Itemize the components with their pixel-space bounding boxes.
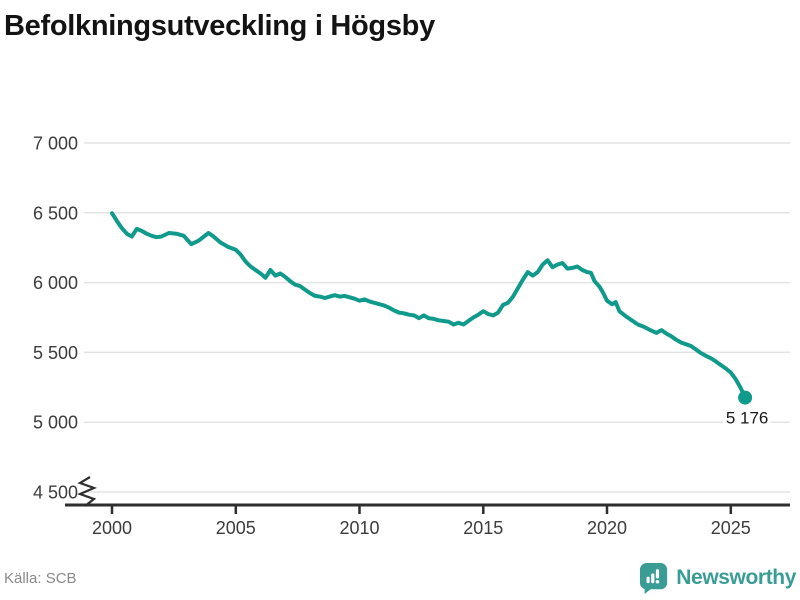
x-tick-label: 2005	[216, 518, 256, 538]
chart-title: Befolkningsutveckling i Högsby	[4, 10, 435, 42]
end-value-label: 5 176	[726, 409, 769, 428]
y-axis-break-icon	[76, 476, 98, 507]
population-line-chart: 7 000 6 500 6 000 5 500 5 000 4 500 2000 2005 20…	[33, 134, 790, 538]
x-tick-label: 2020	[587, 518, 627, 538]
newsworthy-bar-chart-icon	[640, 562, 668, 594]
y-tick-label: 6 000	[33, 273, 78, 293]
newsworthy-logo[interactable]: Newsworthy	[639, 562, 796, 595]
x-tick-label: 2015	[463, 518, 503, 538]
source-label: Källa: SCB	[4, 569, 77, 587]
y-tick-label: 5 000	[33, 413, 78, 433]
y-tick-label: 6 500	[33, 203, 78, 223]
chart-footer: Källa: SCB Newsworthy	[0, 562, 800, 594]
end-point-marker	[738, 390, 753, 405]
y-tick-label: 4 500	[33, 483, 78, 503]
y-tick-label: 7 000	[33, 134, 78, 154]
brand-name: Newsworthy	[676, 566, 796, 589]
x-tick-label: 2010	[339, 518, 379, 538]
y-tick-label: 5 500	[33, 343, 78, 363]
population-line	[110, 211, 748, 400]
x-tick-label: 2025	[711, 518, 751, 538]
x-tick-label: 2000	[92, 518, 132, 538]
